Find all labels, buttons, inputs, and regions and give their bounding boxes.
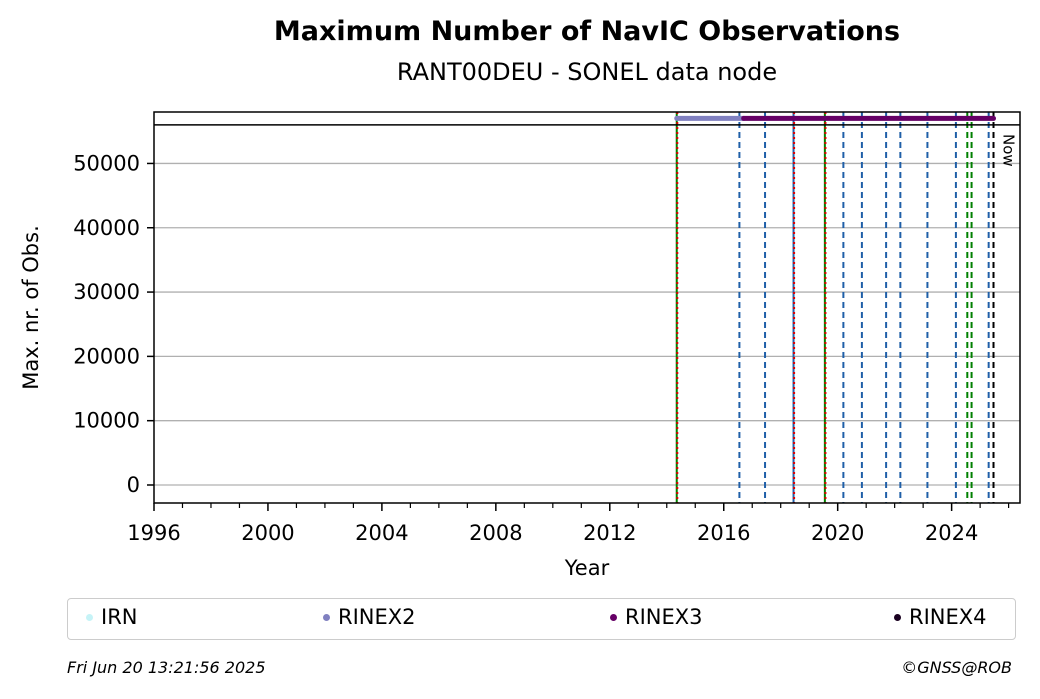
legend-label-rinex3: RINEX3 bbox=[625, 605, 703, 629]
legend-item-rinex2: RINEX2 bbox=[323, 605, 416, 629]
x-tick-label: 2024 bbox=[925, 521, 978, 545]
y-tick-label: 0 bbox=[127, 473, 140, 497]
y-axis-label: Max. nr. of Obs. bbox=[19, 225, 43, 390]
legend-label-rinex4: RINEX4 bbox=[909, 605, 987, 629]
y-tick-label: 30000 bbox=[73, 280, 140, 304]
x-tick-label: 2004 bbox=[355, 521, 408, 545]
now-label: Now bbox=[1000, 134, 1018, 167]
x-axis-label: Year bbox=[564, 556, 610, 580]
y-tick-label: 20000 bbox=[73, 344, 140, 368]
footer-credit: ©GNSS@ROB bbox=[901, 658, 1012, 677]
legend-marker-irn bbox=[86, 613, 93, 621]
legend-marker-rinex2 bbox=[323, 613, 330, 621]
chart-title: Maximum Number of NavIC Observations bbox=[273, 16, 901, 47]
x-tick-label: 2012 bbox=[583, 521, 636, 545]
x-tick-label: 2008 bbox=[469, 521, 522, 545]
legend-label-rinex2: RINEX2 bbox=[338, 605, 416, 629]
x-tick-label: 2000 bbox=[241, 521, 294, 545]
x-tick-label: 1996 bbox=[127, 521, 180, 545]
y-tick-label: 50000 bbox=[73, 151, 140, 175]
legend: IRN RINEX2 RINEX3 RINEX4 bbox=[67, 598, 1016, 640]
legend-marker-rinex4 bbox=[894, 613, 901, 621]
y-tick-label: 10000 bbox=[73, 409, 140, 433]
legend-item-irn: IRN bbox=[86, 605, 138, 629]
plot-frame bbox=[153, 111, 1021, 504]
chart-subtitle: RANT00DEU - SONEL data node bbox=[396, 58, 778, 86]
footer-timestamp: Fri Jun 20 13:21:56 2025 bbox=[67, 658, 266, 677]
legend-item-rinex3: RINEX3 bbox=[610, 605, 703, 629]
y-tick-label: 40000 bbox=[73, 216, 140, 240]
legend-label-irn: IRN bbox=[101, 605, 138, 629]
legend-item-rinex4: RINEX4 bbox=[894, 605, 987, 629]
x-tick-label: 2020 bbox=[811, 521, 864, 545]
x-tick-label: 2016 bbox=[697, 521, 750, 545]
legend-marker-rinex3 bbox=[610, 613, 617, 621]
